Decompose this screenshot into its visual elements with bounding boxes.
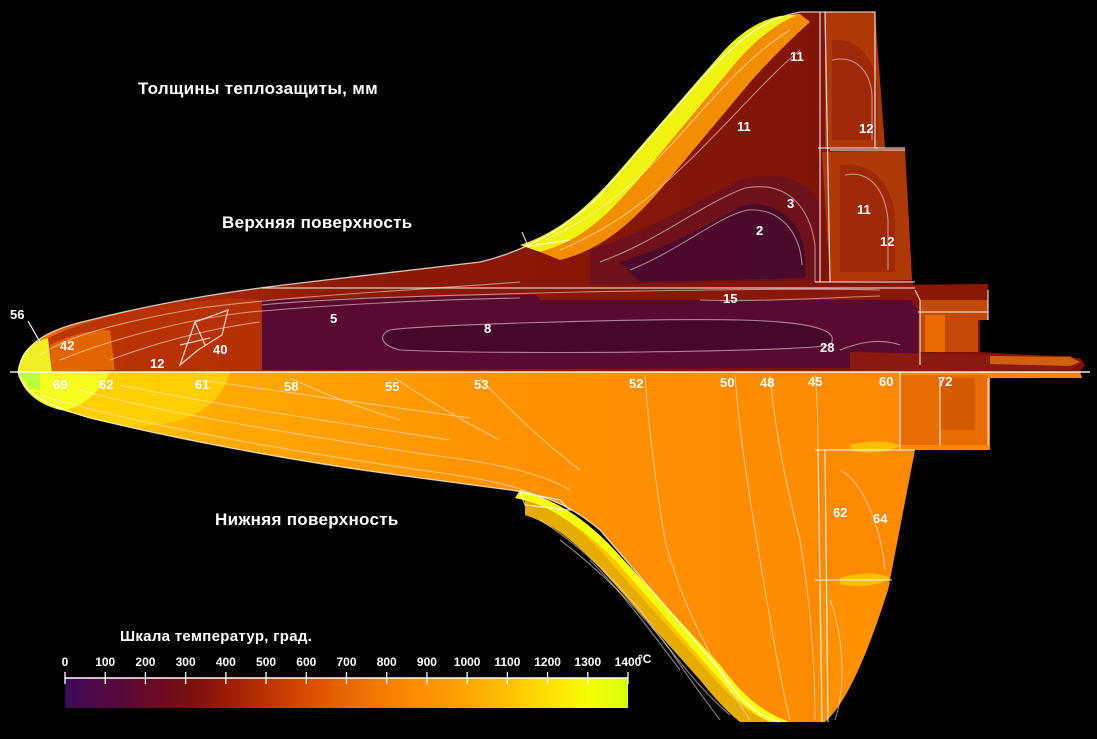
upper-thickness-value-label: 56 [10,307,24,322]
lower-thickness-value-label: 62 [99,377,113,392]
scale-unit: °C [638,652,652,666]
lower-wing-leading-edge-warm [525,500,770,722]
upper-thickness-value-label: 5 [330,311,337,326]
lower-nose-hot [18,372,110,410]
scale-tick-label: 1300 [574,655,601,669]
lower-surface-title: Нижняя поверхность [215,510,399,529]
scale-tick-label: 900 [417,655,437,669]
lower-thickness-value-label: 61 [195,377,209,392]
upper-thickness-value-label: 12 [859,121,873,136]
lower-body-flap [940,378,975,430]
scale-tick-label: 1100 [494,655,520,669]
upper-wing-coldest-zone [620,204,805,282]
scale-tick-label: 600 [296,655,316,669]
scale-tick-label: 1000 [454,655,481,669]
nose-callout-line [27,320,41,343]
lower-thickness-value-label: 60 [879,374,893,389]
scale-tick-label: 300 [176,655,196,669]
scale-title: Шкала температур, град. [120,628,313,645]
upper-thickness-value-label: 11 [857,202,871,217]
elevon-upper-inboard-inner [840,164,895,272]
scale-tick-label: 200 [135,655,155,669]
lower-thickness-value-label: 58 [284,379,298,394]
lower-wing [18,372,1082,722]
temperature-scale: 0 100 200 300 400 500 600 700 800 900 1000 1100 1200… [62,652,652,708]
upper-wing-leading-edge-warm [540,14,810,260]
upper-nose-cap [18,338,52,372]
lower-thickness-value-label: 48 [760,375,774,390]
upper-thickness-value-label: 2 [756,223,763,238]
lower-labels: 69 62 61 58 55 53 52 50 48 45 60 72 62 64 [53,374,952,526]
aft-body-hot [925,315,945,352]
upper-thickness-value-label: 11 [790,49,804,64]
upper-thickness-value-label: 3 [787,196,794,211]
scale-tick-label: 1200 [534,655,561,669]
upper-thickness-value-label: 42 [60,338,74,353]
elevon-lower-inboard [818,452,912,578]
lower-thickness-value-label: 69 [53,377,67,392]
lower-thickness-value-label: 50 [720,375,734,390]
scale-tick-label: 800 [377,655,397,669]
upper-thickness-value-label: 8 [484,321,491,336]
lower-thickness-value-label: 52 [629,376,643,391]
upper-labels: 56 42 12 40 5 8 2 3 11 11 12 11 12 15 28 [10,49,894,371]
lower-thickness-value-label: 62 [833,505,847,520]
elevon-upper-outboard-inner [832,39,878,140]
scale-tick-label: 400 [216,655,236,669]
lower-surface [10,371,1090,723]
main-title: Толщины теплозащиты, мм [138,79,378,98]
tail-cone-hot [990,356,1080,366]
upper-thickness-value-label: 15 [723,291,737,306]
upper-fuselage-core-2 [382,319,833,353]
scale-tick-label: 700 [336,655,356,669]
scale-tick-label: 0 [62,655,69,669]
scale-tick-label: 100 [95,655,115,669]
lower-thickness-value-label: 53 [474,377,488,392]
lower-thickness-value-label: 55 [385,379,399,394]
upper-thickness-value-label: 12 [150,356,164,371]
upper-surface [17,11,1085,373]
upper-thickness-value-label: 11 [737,119,751,134]
lower-thickness-value-label: 64 [873,511,888,526]
upper-thickness-value-label: 28 [820,340,834,355]
elevon-lower-outboard [818,582,890,722]
scale-tick-label: 1400 [615,655,642,669]
lower-thickness-value-label: 72 [938,374,952,389]
lower-nose-cap [18,372,40,390]
lower-thickness-value-label: 45 [808,374,822,389]
upper-surface-title: Верхняя поверхность [222,213,413,232]
upper-thickness-value-label: 40 [213,342,227,357]
scale-ticks: 0 100 200 300 400 500 600 700 800 900 1000 1100 1200… [62,652,652,684]
scale-tick-label: 500 [256,655,276,669]
upper-wing-leading-edge [520,14,800,252]
upper-thickness-value-label: 12 [880,234,894,249]
